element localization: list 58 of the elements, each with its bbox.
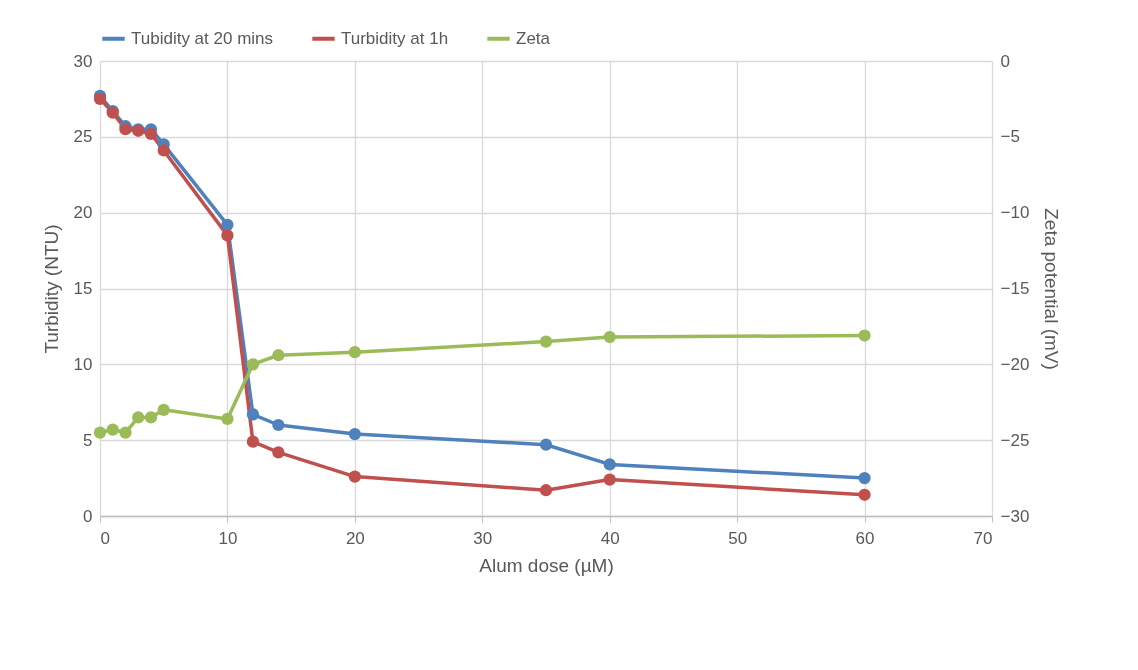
x-tick-label: 70 [973, 528, 993, 548]
y2-axis-title: Zeta potential (mV) [1041, 208, 1063, 370]
point [246, 435, 260, 448]
point [858, 488, 871, 501]
point [272, 446, 285, 459]
point [539, 335, 553, 348]
y2-tick-label: −30 [1000, 506, 1030, 526]
x-tick-label: 40 [600, 528, 620, 548]
x-tick-label: 20 [345, 528, 365, 548]
y2-tick-label: −5 [1000, 127, 1020, 147]
y-tick-label: 20 [73, 203, 93, 223]
x-tick-label: 10 [218, 528, 238, 548]
point [106, 423, 119, 436]
point [93, 92, 107, 106]
point [539, 484, 553, 497]
point [348, 470, 361, 483]
x-tick-label: 60 [855, 528, 875, 548]
y2-tick-label: −15 [1000, 279, 1030, 298]
y2-tick-label: −25 [1000, 430, 1030, 450]
point [157, 403, 170, 416]
point [221, 229, 234, 242]
point [539, 438, 553, 451]
point [132, 411, 145, 424]
point [348, 427, 361, 441]
point [144, 411, 158, 424]
y-tick-label: 0 [83, 506, 93, 526]
point [246, 358, 260, 371]
legend-label: Tubidity at 20 mins [131, 28, 274, 48]
point [348, 346, 361, 359]
point [119, 426, 132, 439]
y2-tick-label: 0 [1000, 51, 1010, 71]
legend-label: Zeta [516, 28, 551, 48]
point [272, 418, 285, 432]
point [144, 127, 158, 140]
legend-label: Turbidity at 1h [341, 28, 449, 48]
x-axis-title: Alum dose (µM) [479, 554, 614, 576]
point [221, 218, 234, 231]
point [272, 349, 285, 362]
point [603, 473, 616, 486]
x-tick-label: 0 [100, 528, 110, 548]
point [246, 408, 260, 421]
y-tick-label: 25 [73, 127, 93, 147]
point [603, 330, 616, 344]
y-tick-label: 10 [73, 354, 93, 374]
point [603, 458, 616, 471]
y-axis-title: Turbidity (NTU) [40, 224, 62, 354]
x-tick-label: 50 [728, 528, 748, 548]
point [858, 329, 871, 342]
point [93, 426, 107, 439]
y2-tick-label: −10 [1000, 203, 1030, 223]
x-tick-label: 30 [473, 528, 493, 548]
y-tick-label: 15 [73, 279, 93, 298]
point [221, 412, 234, 426]
y-tick-label: 30 [73, 51, 93, 71]
point [858, 471, 871, 485]
y-tick-label: 5 [83, 430, 93, 450]
point [157, 144, 170, 157]
y2-tick-label: −20 [1000, 354, 1030, 374]
